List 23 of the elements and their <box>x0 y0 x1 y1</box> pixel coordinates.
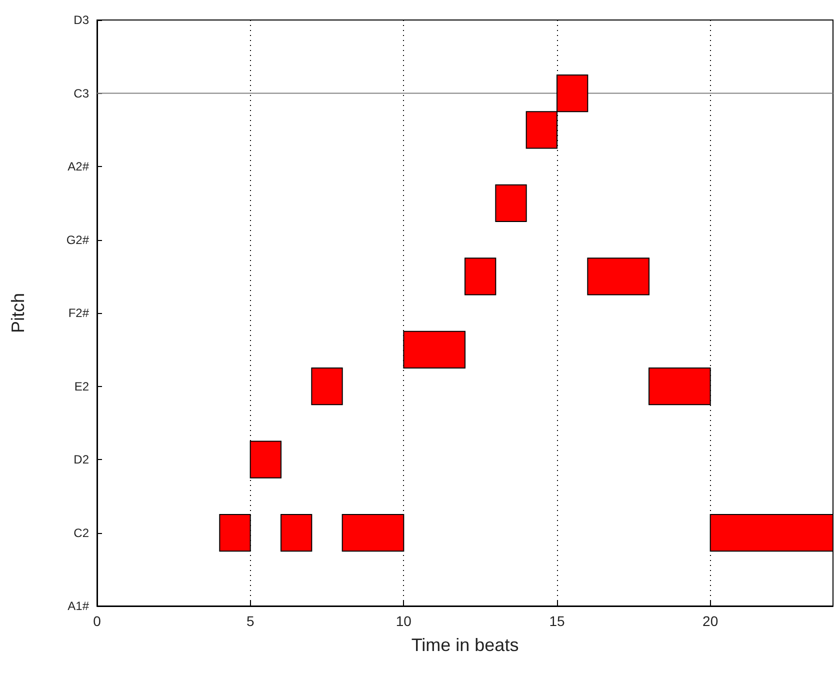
x-tick-label: 10 <box>396 613 412 629</box>
y-tick-label: E2 <box>74 379 90 394</box>
bar <box>280 514 312 552</box>
bar <box>587 258 650 296</box>
y-tick-label: A2# <box>68 160 90 174</box>
y-tick-label: D3 <box>74 13 90 27</box>
bar <box>311 367 343 406</box>
y-tick-label: C3 <box>74 86 90 100</box>
x-axis-title: Time in beats <box>411 635 519 655</box>
y-tick-label: F2# <box>68 306 90 320</box>
x-tick-label: 20 <box>702 613 718 629</box>
x-tick-label: 0 <box>93 613 102 629</box>
bar <box>495 184 527 222</box>
y-axis-title: Pitch <box>8 292 28 334</box>
y-tick-label: D2 <box>74 452 90 466</box>
bar <box>464 258 496 296</box>
bar <box>342 514 404 552</box>
y-tick-label: G2# <box>66 232 90 247</box>
bar <box>219 514 251 552</box>
y-tick-label: C2 <box>74 526 90 540</box>
x-tick-label: 5 <box>246 613 254 629</box>
x-tick-label: 15 <box>549 613 565 629</box>
y-tick-label: A1# <box>68 599 90 613</box>
